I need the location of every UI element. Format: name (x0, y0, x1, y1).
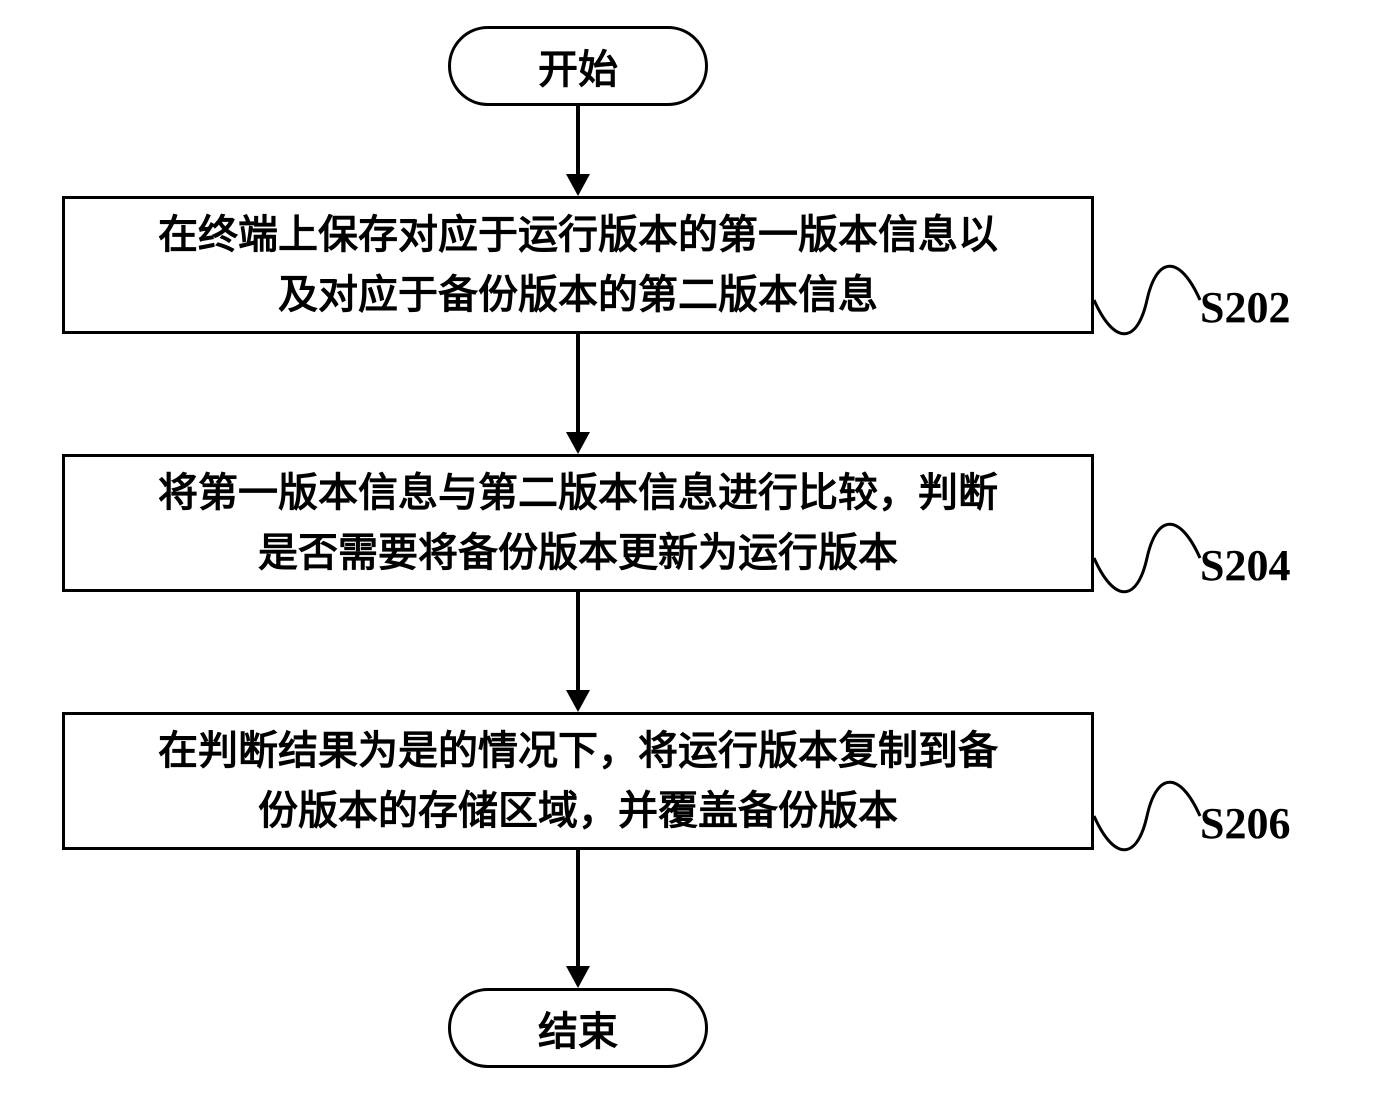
arrow-4-head (566, 966, 590, 988)
arrow-2-line (576, 334, 580, 434)
connector-curve-s202 (1084, 240, 1210, 360)
step-label-s206: S206 (1200, 798, 1290, 849)
process-s202-line1: 在终端上保存对应于运行版本的第一版本信息以 (158, 212, 998, 257)
process-s204-text: 将第一版本信息与第二版本信息进行比较，判断 是否需要将备份版本更新为运行版本 (158, 463, 998, 583)
arrow-3-head (566, 690, 590, 712)
connector-curve-s204 (1084, 498, 1210, 618)
flowchart-canvas: 开始 在终端上保存对应于运行版本的第一版本信息以 及对应于备份版本的第二版本信息… (0, 0, 1379, 1094)
process-s206-line1: 在判断结果为是的情况下，将运行版本复制到备 (158, 728, 998, 773)
process-s206-line2: 份版本的存储区域，并覆盖备份版本 (258, 788, 898, 833)
process-s202-line2: 及对应于备份版本的第二版本信息 (278, 272, 878, 317)
arrow-3-line (576, 592, 580, 692)
connector-curve-s206 (1084, 756, 1210, 876)
process-s204-line2: 是否需要将备份版本更新为运行版本 (258, 530, 898, 575)
terminal-start: 开始 (448, 26, 708, 106)
terminal-end-label: 结束 (538, 999, 618, 1057)
arrow-1-head (566, 174, 590, 196)
terminal-end: 结束 (448, 988, 708, 1068)
step-label-s202: S202 (1200, 282, 1290, 333)
arrow-2-head (566, 432, 590, 454)
process-s206-text: 在判断结果为是的情况下，将运行版本复制到备 份版本的存储区域，并覆盖备份版本 (158, 721, 998, 841)
arrow-4-line (576, 850, 580, 968)
process-s206: 在判断结果为是的情况下，将运行版本复制到备 份版本的存储区域，并覆盖备份版本 (62, 712, 1094, 850)
step-label-s204: S204 (1200, 540, 1290, 591)
terminal-start-label: 开始 (538, 37, 618, 95)
process-s204: 将第一版本信息与第二版本信息进行比较，判断 是否需要将备份版本更新为运行版本 (62, 454, 1094, 592)
process-s202-text: 在终端上保存对应于运行版本的第一版本信息以 及对应于备份版本的第二版本信息 (158, 205, 998, 325)
process-s202: 在终端上保存对应于运行版本的第一版本信息以 及对应于备份版本的第二版本信息 (62, 196, 1094, 334)
arrow-1-line (576, 106, 580, 176)
process-s204-line1: 将第一版本信息与第二版本信息进行比较，判断 (158, 470, 998, 515)
